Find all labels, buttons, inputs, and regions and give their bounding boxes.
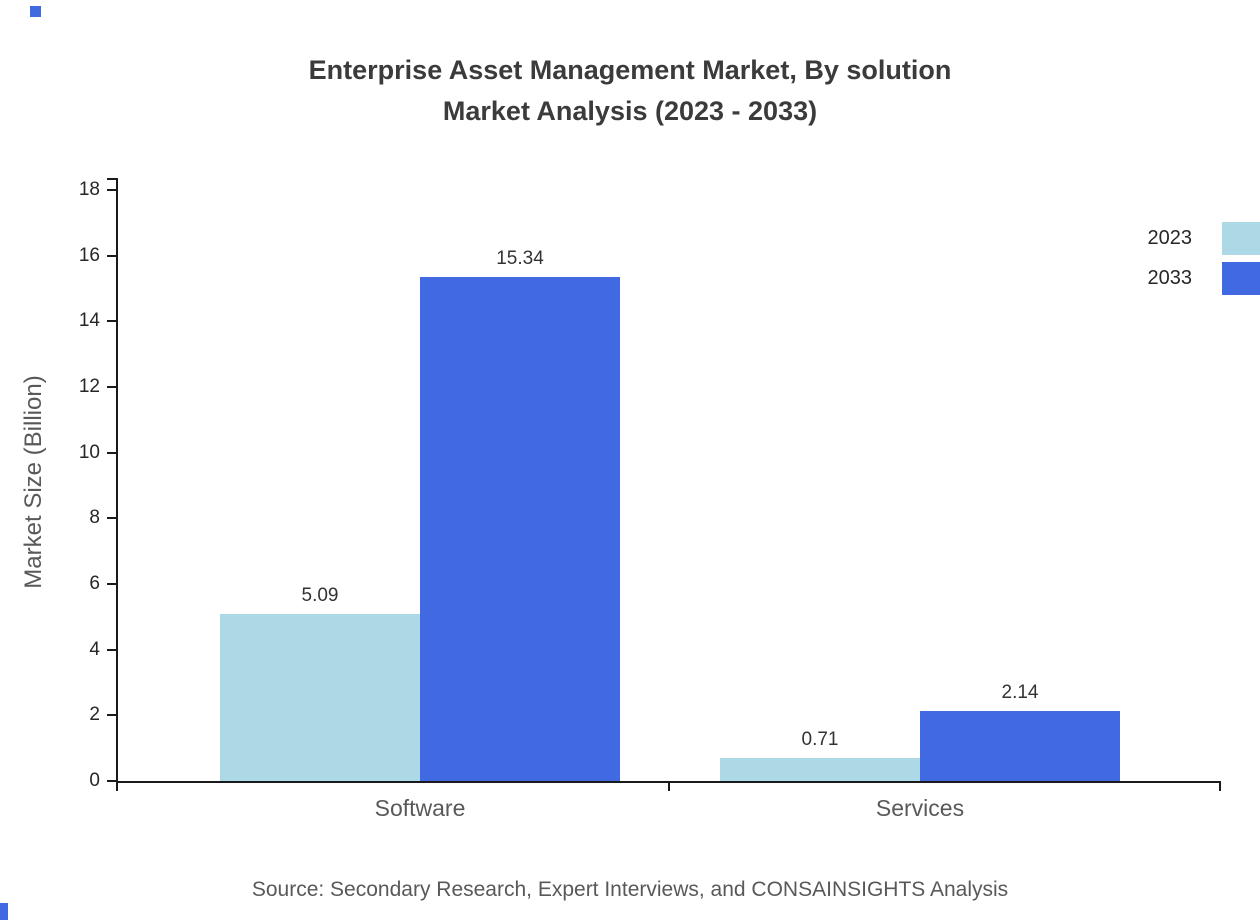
- y-tick-label: 2: [89, 704, 100, 726]
- chart-title-line1: Enterprise Asset Management Market, By s…: [308, 55, 952, 85]
- chart-title-line2: Market Analysis (2023 - 2033): [442, 96, 818, 126]
- legend-label: 2033: [1147, 266, 1193, 289]
- source-note: Source: Secondary Research, Expert Inter…: [251, 878, 1009, 901]
- legend-row: 2023: [1090, 218, 1260, 258]
- y-tick: [107, 517, 116, 520]
- bar-value-label: 5.09: [301, 584, 339, 606]
- y-tick-label: 4: [89, 638, 100, 660]
- y-tick-label: 6: [89, 573, 100, 594]
- y-tick-label: 12: [78, 376, 100, 397]
- bar-value-label: 0.71: [801, 728, 839, 750]
- y-tick: [107, 189, 116, 191]
- y-tick: [107, 386, 116, 388]
- bar-2023-services: [720, 757, 920, 781]
- legend-row: 2033: [1090, 258, 1260, 298]
- y-tick-label: 8: [89, 507, 100, 529]
- y-tick: [107, 451, 116, 454]
- corner-mark-top: [30, 6, 41, 17]
- bar-2033-services: [920, 710, 1120, 781]
- y-tick-label: 10: [78, 441, 100, 463]
- y-tick: [107, 320, 116, 323]
- plot-area: 0 2 4 6 8 10 12 14 16 18 Software 5.09 15.34 Services…: [79, 178, 1221, 821]
- bar-value-label: 15.34: [496, 248, 544, 270]
- y-tick: [107, 648, 116, 651]
- y-tick: [107, 583, 116, 585]
- bar-2023-software: [220, 613, 420, 781]
- corner-mark-bottom: [0, 903, 8, 920]
- y-tick: [107, 254, 116, 257]
- y-tick-label: 14: [78, 310, 100, 332]
- y-tick-label: 18: [78, 179, 100, 200]
- legend-label: 2023: [1147, 226, 1193, 249]
- y-axis-title: Market Size (Billion): [20, 375, 47, 589]
- legend: 2023 2033: [1090, 218, 1260, 298]
- y-tick-label: 0: [89, 770, 100, 791]
- y-tick: [107, 780, 116, 782]
- category-label-services: Services: [875, 795, 965, 821]
- x-tick-left: [116, 783, 118, 791]
- legend-swatch: [1222, 221, 1260, 255]
- y-axis-outer-tick: [107, 178, 116, 180]
- x-tick-middle: [668, 783, 670, 791]
- legend-swatch: [1222, 261, 1260, 295]
- x-tick-right: [1219, 783, 1221, 791]
- y-tick: [107, 714, 116, 717]
- bar-2033-software: [420, 277, 620, 781]
- x-axis-line: [116, 781, 1221, 783]
- chart-title: Enterprise Asset Management Market, By s…: [0, 50, 1260, 132]
- y-axis-line: [116, 178, 118, 783]
- y-tick-label: 16: [78, 244, 100, 266]
- bar-value-label: 2.14: [1001, 681, 1039, 703]
- category-label-software: Software: [374, 795, 466, 821]
